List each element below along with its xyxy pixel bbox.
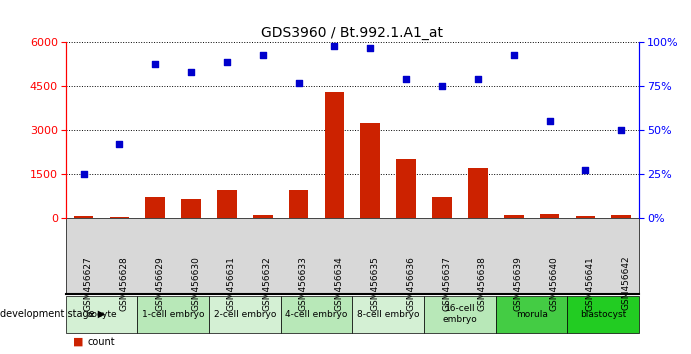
Bar: [325, 92, 344, 218]
Point: [186, 69, 197, 75]
Bar: [217, 190, 237, 218]
Text: GSM456633: GSM456633: [299, 256, 307, 311]
Text: GSM456634: GSM456634: [334, 256, 343, 310]
Bar: [110, 217, 129, 218]
Text: 2-cell embryo: 2-cell embryo: [214, 310, 276, 319]
Text: GSM456628: GSM456628: [120, 256, 129, 310]
Point: [508, 52, 519, 58]
Point: [365, 45, 376, 51]
Text: GSM456635: GSM456635: [370, 256, 379, 311]
Text: GSM456636: GSM456636: [406, 256, 415, 311]
Bar: [504, 215, 524, 218]
Bar: [540, 214, 560, 218]
Text: 1-cell embryo: 1-cell embryo: [142, 310, 205, 319]
Text: oocyte: oocyte: [86, 310, 117, 319]
Text: GSM456632: GSM456632: [263, 256, 272, 310]
Text: development stage ▶: development stage ▶: [0, 309, 105, 319]
Point: [580, 167, 591, 173]
Title: GDS3960 / Bt.992.1.A1_at: GDS3960 / Bt.992.1.A1_at: [261, 26, 444, 40]
Bar: [289, 190, 308, 218]
Bar: [181, 199, 201, 218]
Point: [78, 171, 89, 177]
Bar: [145, 197, 165, 218]
Text: GSM456631: GSM456631: [227, 256, 236, 311]
Text: GSM456638: GSM456638: [478, 256, 487, 311]
Text: GSM456637: GSM456637: [442, 256, 451, 311]
Bar: [468, 168, 488, 218]
Text: count: count: [88, 337, 115, 347]
Point: [437, 84, 448, 89]
Bar: [432, 197, 452, 218]
Bar: [253, 215, 273, 218]
Text: GSM456640: GSM456640: [549, 256, 558, 310]
Point: [257, 52, 268, 58]
Bar: [576, 216, 595, 218]
Point: [114, 141, 125, 147]
Text: GSM456642: GSM456642: [621, 256, 630, 310]
Text: GSM456641: GSM456641: [585, 256, 594, 310]
Text: GSM456629: GSM456629: [155, 256, 164, 310]
Point: [544, 119, 555, 124]
Text: GSM456630: GSM456630: [191, 256, 200, 311]
Text: morula: morula: [515, 310, 547, 319]
Point: [401, 76, 412, 82]
Point: [329, 43, 340, 49]
Point: [150, 61, 161, 66]
Point: [293, 80, 304, 86]
Text: ■: ■: [73, 337, 83, 347]
Text: 4-cell embryo: 4-cell embryo: [285, 310, 348, 319]
Point: [221, 59, 232, 64]
Text: 16-cell
embryo: 16-cell embryo: [442, 304, 477, 324]
Bar: [74, 216, 93, 218]
Bar: [361, 123, 380, 218]
Text: GSM456639: GSM456639: [513, 256, 522, 311]
Text: blastocyst: blastocyst: [580, 310, 627, 319]
Bar: [397, 159, 416, 218]
Text: GSM456627: GSM456627: [84, 256, 93, 310]
Point: [616, 127, 627, 133]
Text: 8-cell embryo: 8-cell embryo: [357, 310, 419, 319]
Point: [473, 76, 484, 82]
Bar: [612, 215, 631, 218]
